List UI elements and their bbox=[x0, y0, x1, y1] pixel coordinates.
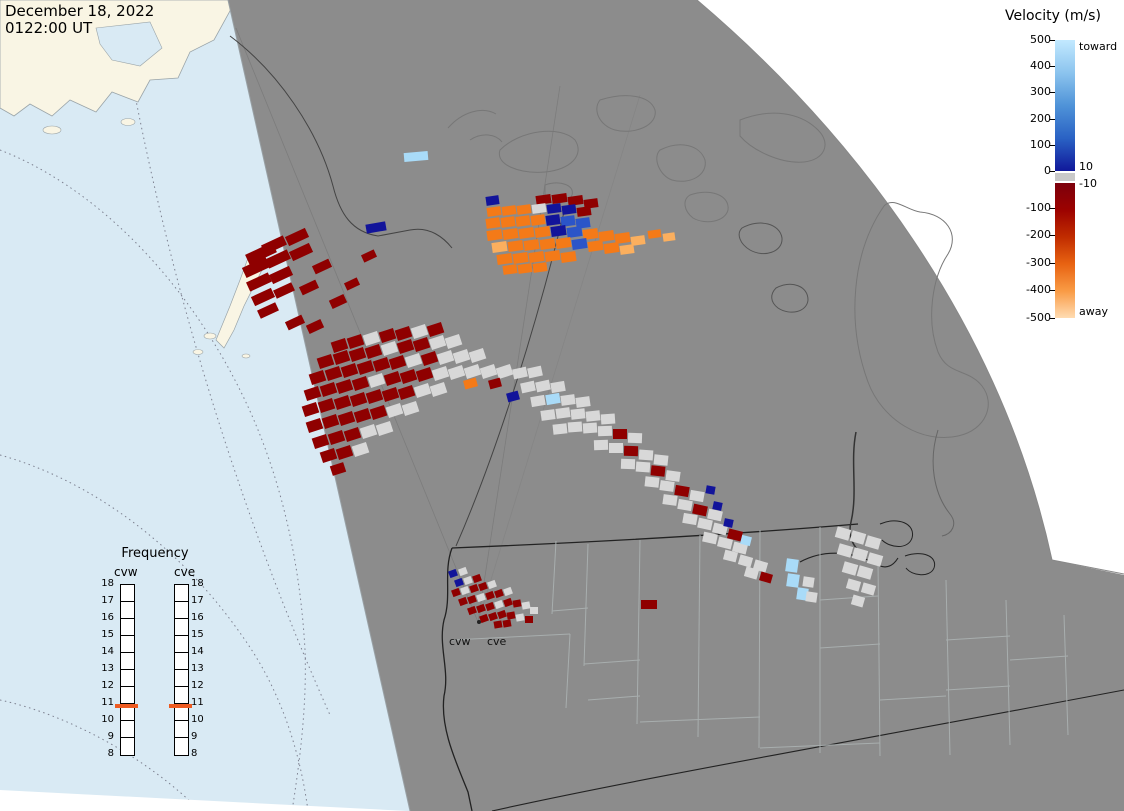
frequency-scale-number: 16 bbox=[101, 612, 114, 623]
velocity-tick-label: 200 bbox=[1030, 111, 1051, 125]
frequency-scale-number: 12 bbox=[191, 680, 204, 691]
frequency-ladder-segment bbox=[121, 670, 134, 687]
frequency-scale-number: 17 bbox=[191, 595, 204, 606]
radar-label-cvw: cvw bbox=[449, 635, 471, 648]
frequency-scale-number: 10 bbox=[101, 714, 114, 725]
frequency-ladder-segment bbox=[175, 636, 188, 653]
velocity-tick-mark bbox=[1050, 171, 1055, 172]
velocity-tick-mark bbox=[1050, 66, 1055, 68]
frequency-scale-number: 15 bbox=[191, 629, 204, 640]
frequency-scale-number: 8 bbox=[107, 748, 114, 759]
lake-outlines bbox=[738, 222, 809, 313]
time-text: 0122:00 UT bbox=[5, 19, 93, 38]
frequency-ladder-segment bbox=[121, 653, 134, 670]
away-label: away bbox=[1079, 305, 1108, 318]
frequency-col-cvw-label: cvw bbox=[114, 565, 138, 579]
frequency-ladder-segment bbox=[175, 704, 188, 721]
frequency-ladder-segment bbox=[121, 619, 134, 636]
frequency-scale-number: 15 bbox=[101, 629, 114, 640]
frequency-ladder-segment bbox=[175, 585, 188, 602]
radar-label-cve: cve bbox=[487, 635, 507, 648]
velocity-tick-label: 500 bbox=[1030, 33, 1051, 46]
frequency-marker-cvw bbox=[115, 704, 138, 709]
velocity-tick-mark bbox=[1050, 290, 1055, 292]
velocity-tick-label: -300 bbox=[1026, 255, 1051, 269]
frequency-scale-number: 12 bbox=[101, 680, 114, 691]
frequency-ladder-segment bbox=[175, 687, 188, 704]
velocity-tick-mark bbox=[1050, 92, 1055, 94]
timestamp-block: December 18, 2022 0122:00 UT bbox=[5, 2, 155, 38]
frequency-scale-number: 14 bbox=[101, 646, 114, 657]
frequency-scale-number: 11 bbox=[101, 697, 114, 708]
velocity-legend: Velocity (m/s) toward 10 -10 away 500 400… bbox=[1005, 8, 1124, 328]
zero-minus-label: -10 bbox=[1079, 177, 1097, 190]
frequency-ladder-segment bbox=[121, 721, 134, 738]
velocity-tick-label: -100 bbox=[1026, 200, 1051, 214]
alaska-landmass bbox=[0, 0, 237, 135]
frequency-scale-number: 18 bbox=[101, 578, 114, 589]
frequency-ladder-segment bbox=[175, 619, 188, 636]
frequency-ladder-segment bbox=[175, 738, 188, 754]
velocity-tick-mark bbox=[1050, 317, 1055, 319]
frequency-ladder-segment bbox=[175, 653, 188, 670]
velocity-colorbar-away bbox=[1055, 183, 1075, 318]
frequency-scale-number: 13 bbox=[191, 663, 204, 674]
velocity-colorbar-groundscatter bbox=[1055, 171, 1075, 183]
velocity-tick-label: 0 bbox=[1044, 164, 1051, 177]
frequency-marker-cve bbox=[169, 704, 192, 709]
frequency-scale-number: 11 bbox=[191, 697, 204, 708]
frequency-ladder-segment bbox=[121, 687, 134, 704]
velocity-tick-mark bbox=[1050, 207, 1055, 209]
frequency-scale-number: 14 bbox=[191, 646, 204, 657]
frequency-scale-number: 17 bbox=[101, 595, 114, 606]
frequency-ladder-segment bbox=[121, 636, 134, 653]
ocean bbox=[0, 0, 414, 811]
velocity-colorbar-toward bbox=[1055, 40, 1075, 171]
toward-label: toward bbox=[1079, 40, 1118, 53]
state-boundaries bbox=[451, 527, 1069, 757]
frequency-scale-number: 10 bbox=[191, 714, 204, 725]
frequency-scale-number: 9 bbox=[191, 731, 198, 742]
frequency-ladder-segment bbox=[121, 585, 134, 602]
frequency-col-cve-label: cve bbox=[174, 565, 196, 579]
map-edge-mask bbox=[0, 790, 408, 811]
frequency-title: Frequency bbox=[121, 546, 189, 561]
beam-edge-lines bbox=[235, 27, 641, 623]
velocity-tick-label: 300 bbox=[1030, 85, 1051, 99]
frequency-ladder-cve bbox=[174, 584, 189, 756]
frequency-panel: Frequency cvw cve 18 17 16 15 14 13 12 11 10 9 8 18… bbox=[90, 546, 230, 776]
frequency-scale-number: 16 bbox=[191, 612, 204, 623]
frequency-ladder-segment bbox=[121, 738, 134, 754]
velocity-tick-mark bbox=[1050, 118, 1055, 120]
velocity-tick-label: -200 bbox=[1026, 228, 1051, 242]
frequency-ladder-cvw bbox=[120, 584, 135, 756]
radar-site-marker bbox=[477, 620, 481, 624]
main-coast-borders bbox=[441, 431, 1124, 811]
frequency-ladder-segment bbox=[175, 602, 188, 619]
frequency-scale-number: 8 bbox=[191, 748, 198, 759]
frequency-scale-number: 9 bbox=[107, 731, 114, 742]
frequency-ladder-segment bbox=[121, 602, 134, 619]
velocity-legend-title: Velocity (m/s) bbox=[1005, 8, 1101, 24]
frequency-ladder-segment bbox=[121, 704, 134, 721]
velocity-tick-label: -400 bbox=[1026, 283, 1051, 297]
frequency-scale-number: 18 bbox=[191, 578, 204, 589]
velocity-tick-label: -500 bbox=[1026, 310, 1051, 324]
frequency-ladder-segment bbox=[175, 721, 188, 738]
velocity-tick-mark bbox=[1050, 144, 1055, 146]
date-text: December 18, 2022 bbox=[5, 2, 155, 20]
frequency-scale-number: 13 bbox=[101, 663, 114, 674]
velocity-tick-mark bbox=[1050, 235, 1055, 237]
velocity-tick-mark bbox=[1050, 40, 1055, 41]
zero-plus-label: 10 bbox=[1079, 160, 1093, 173]
velocity-tick-mark bbox=[1050, 262, 1055, 264]
night-shading bbox=[228, 0, 1124, 811]
velocity-tick-label: 400 bbox=[1030, 59, 1051, 73]
velocity-tick-label: 100 bbox=[1030, 137, 1051, 151]
frequency-ladder-segment bbox=[175, 670, 188, 687]
